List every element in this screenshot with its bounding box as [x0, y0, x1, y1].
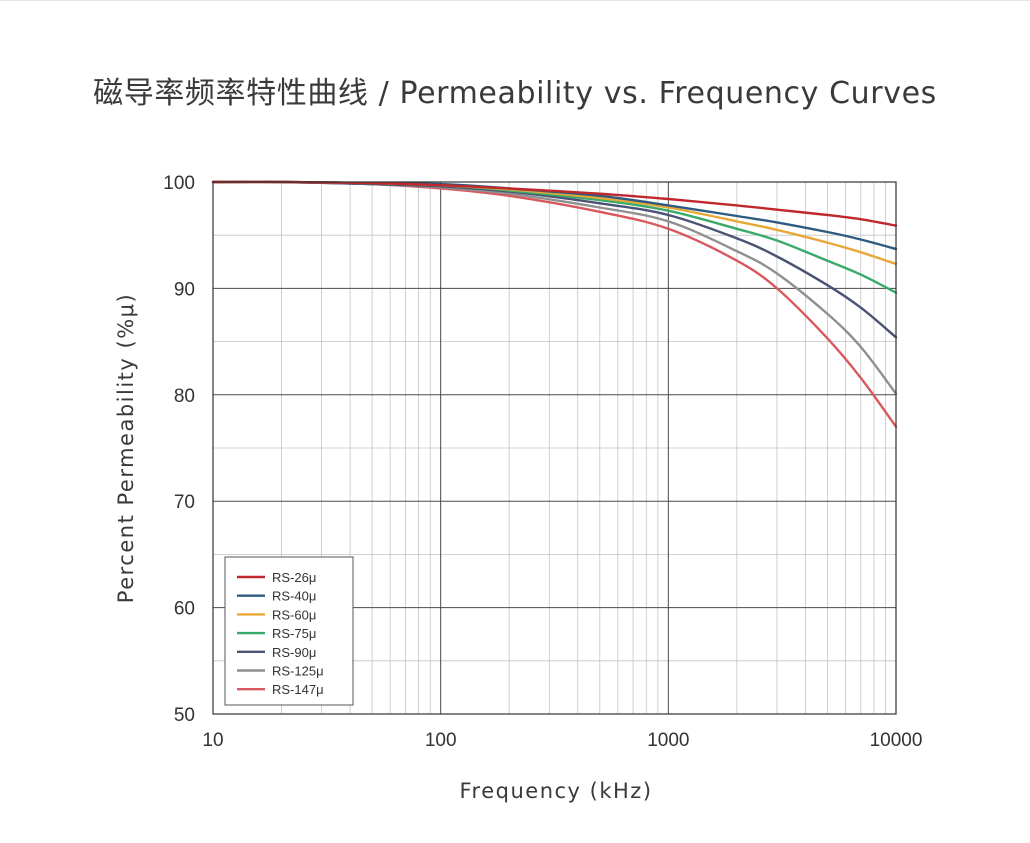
x-tick-label: 10: [202, 730, 223, 751]
legend: RS-26μ RS-40μ RS-60μ RS-75μ RS-90μ RS-125μ RS-…: [224, 556, 354, 706]
y-tick-label: 100: [163, 173, 195, 194]
series-line-rs-26u: [211, 180, 898, 227]
y-tick-label: 50: [174, 705, 195, 726]
series-lines: [211, 180, 898, 428]
series-line-rs-90u: [211, 180, 898, 339]
series-line-rs-75u: [211, 180, 898, 294]
legend-label: RS-40μ: [272, 589, 316, 604]
chart-title: 磁导率频率特性曲线 / Permeability vs. Frequency C…: [93, 76, 937, 111]
tick-labels: 10 100 1000 10000 50 60 70 80 90 100: [163, 173, 922, 751]
x-tick-label: 100: [425, 730, 457, 751]
legend-label: RS-60μ: [272, 607, 316, 622]
y-axis-label: Percent Permeability (%μ): [114, 293, 138, 603]
x-tick-label: 10000: [870, 730, 923, 751]
legend-label: RS-26μ: [272, 570, 316, 585]
legend-label: RS-75μ: [272, 626, 316, 641]
series-line-rs-60u: [211, 180, 898, 266]
x-tick-label: 1000: [647, 730, 689, 751]
legend-label: RS-125μ: [272, 664, 324, 679]
y-tick-label: 90: [174, 279, 195, 300]
top-divider: [0, 0, 1030, 1]
legend-box: [224, 556, 354, 706]
series-line-rs-125u: [211, 180, 898, 395]
plot-frame: [212, 181, 897, 715]
x-axis-label: Frequency (kHz): [459, 779, 652, 803]
y-tick-label: 80: [174, 386, 195, 407]
legend-label: RS-147μ: [272, 682, 324, 697]
legend-label: RS-90μ: [272, 645, 316, 660]
y-tick-label: 70: [174, 492, 195, 513]
series-line-rs-147u: [211, 180, 898, 428]
y-tick-label: 60: [174, 599, 195, 620]
